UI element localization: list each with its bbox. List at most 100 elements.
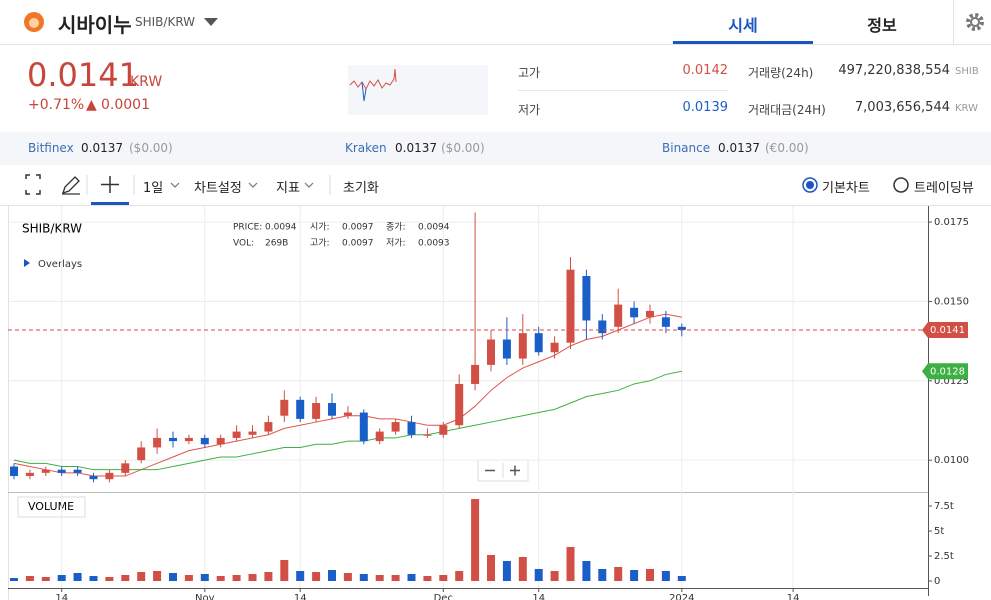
y-tick-label: 0.0100	[934, 455, 969, 466]
price-badge	[922, 322, 968, 338]
volume-bar	[200, 574, 209, 581]
dropdown[interactable]	[204, 18, 218, 27]
volume-bar	[137, 572, 146, 581]
toolbar-item[interactable]: 차트설정	[194, 181, 242, 196]
volume-bar	[566, 547, 575, 581]
toolbar-item[interactable]: 지표	[276, 181, 300, 196]
candle-body	[216, 437, 225, 445]
overlays[interactable]: Overlays	[38, 259, 82, 270]
candle-body	[439, 425, 448, 435]
change-arrow: ▲	[86, 97, 97, 113]
volume-bar	[328, 570, 336, 581]
exchange-row	[0, 132, 991, 165]
candle-body	[359, 412, 368, 442]
price: 0.0141	[27, 56, 139, 94]
exchange-name: Bitfinex	[28, 141, 74, 155]
stat-value: 7,003,656,544	[854, 100, 950, 115]
volume-bar	[105, 577, 114, 581]
volume-bar	[280, 560, 289, 581]
toolbar	[0, 174, 991, 206]
volume-bar	[232, 575, 241, 581]
volume-bar	[598, 569, 607, 581]
tab[interactable]: 정보	[867, 16, 897, 35]
candle-body	[184, 437, 193, 442]
volume-bar	[407, 574, 416, 581]
price-badge-label: 0.0128	[930, 366, 965, 377]
candle-body	[630, 307, 639, 318]
volume-bar	[89, 576, 98, 581]
exchange-name: Kraken	[345, 141, 387, 155]
candle-body	[534, 333, 543, 353]
settings-icon[interactable]	[965, 12, 985, 32]
candle-body	[328, 403, 336, 416]
info-label: 고가:	[310, 238, 330, 249]
candle-body	[232, 431, 241, 438]
volume-tick-label: 5t	[934, 526, 944, 537]
volume-bar	[502, 561, 511, 581]
info-value: 0.0093	[418, 239, 450, 249]
candle-body	[312, 403, 321, 419]
candle-body	[598, 320, 607, 334]
candle-body	[582, 276, 591, 321]
volume-bar	[296, 571, 305, 581]
info-label: VOL:	[233, 239, 254, 249]
volume-bar	[518, 557, 527, 581]
divider	[518, 90, 728, 91]
stat-label: 거래량(24h)	[748, 66, 814, 80]
pair[interactable]: SHIB/KRW	[135, 15, 196, 29]
x-tick-label: 14	[294, 593, 307, 600]
radio-label[interactable]: 트레이딩뷰	[914, 181, 974, 196]
volume-bar	[423, 576, 432, 581]
volume-tick-label: 7.5t	[934, 501, 954, 512]
candle-body	[296, 399, 305, 419]
candle-body	[518, 333, 527, 359]
volume-bar	[264, 572, 273, 581]
candle-body	[423, 434, 432, 436]
stat-label: 거래대금(24H)	[748, 103, 826, 117]
candle-body	[248, 431, 257, 435]
info-value: 0.0094	[418, 223, 450, 233]
divider	[0, 44, 991, 45]
volume-bar	[630, 570, 639, 581]
y-tick-label: 0.0125	[934, 376, 969, 387]
exchange-usd: (€0.00)	[765, 141, 809, 155]
volume-bar	[169, 573, 177, 581]
volume-bar	[248, 574, 257, 581]
volume-bar	[359, 574, 368, 581]
volume-bar	[121, 575, 130, 581]
x-tick-label: 14	[532, 593, 545, 600]
candle-body	[280, 399, 289, 416]
volume-bar	[550, 571, 559, 581]
candle-body	[502, 339, 511, 359]
info-value: 0.0097	[342, 223, 374, 233]
candle-body	[200, 437, 209, 445]
candle-body	[121, 463, 130, 473]
change-pct: +0.71%	[28, 97, 85, 113]
volume-bar	[391, 575, 400, 581]
exchange-price: 0.0137	[81, 141, 123, 155]
x-tick-label: Nov	[195, 593, 215, 600]
candle-body	[264, 422, 273, 432]
toolbar-item[interactable]: 1일	[143, 181, 164, 196]
candle-body	[89, 476, 98, 480]
candle-body	[455, 383, 464, 426]
toolbar-item[interactable]: 초기화	[343, 181, 379, 196]
info-value: 269B	[265, 239, 288, 249]
change: 0.0001	[101, 97, 150, 113]
volume-bar	[25, 576, 34, 581]
tab[interactable]: 시세	[728, 16, 758, 35]
candle-body	[169, 437, 177, 442]
volume-bar	[614, 567, 623, 581]
candle-body	[566, 269, 575, 343]
y-tick-label: 0.0150	[934, 296, 969, 307]
radio-label[interactable]: 기본차트	[822, 181, 870, 196]
x-tick-label: 14	[55, 593, 68, 600]
x-tick-label: 14	[787, 593, 800, 600]
stat-value: 0.0142	[682, 63, 729, 78]
volume-bar	[487, 555, 495, 581]
volume-bar	[439, 575, 448, 581]
price-badge-label: 0.0141	[930, 325, 965, 336]
divider	[953, 0, 954, 44]
volume-bar	[471, 499, 480, 581]
